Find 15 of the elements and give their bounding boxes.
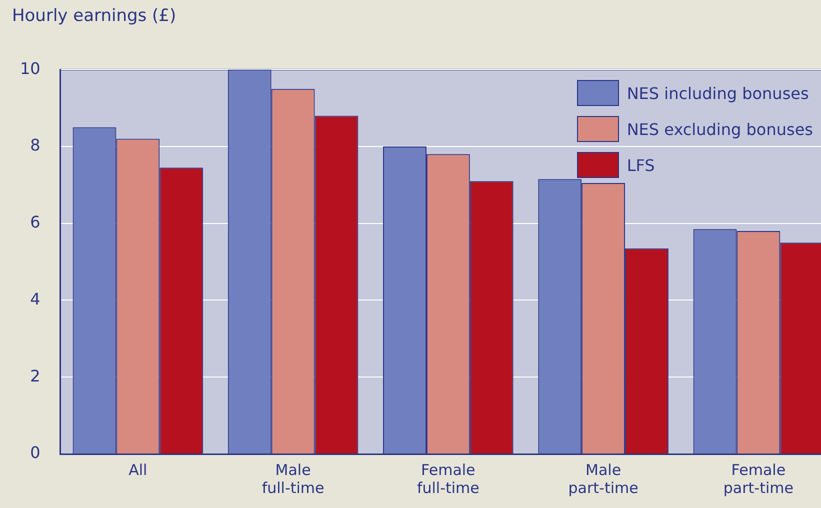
legend-label: NES including bonuses	[626, 84, 809, 102]
x-tick-label: Male full-time	[262, 460, 324, 497]
x-tick-label: All	[128, 460, 148, 479]
y-tick-label: 10	[20, 58, 40, 78]
legend-label: NES excluding bonuses	[626, 120, 813, 138]
y-axis-title: Hourly earnings (£)	[12, 6, 176, 26]
y-tick-label: 4	[30, 289, 40, 308]
y-tick-label: 2	[30, 366, 40, 386]
y-tick-label: 6	[30, 212, 40, 232]
x-tick-label: Female part-time	[723, 460, 794, 497]
y-tick-label: 8	[30, 136, 40, 155]
legend-label: LFS	[626, 156, 655, 174]
x-tick-label: Male part-time	[568, 460, 638, 497]
x-tick-label: Female full-time	[416, 460, 480, 497]
y-tick-label: 0	[30, 443, 40, 462]
